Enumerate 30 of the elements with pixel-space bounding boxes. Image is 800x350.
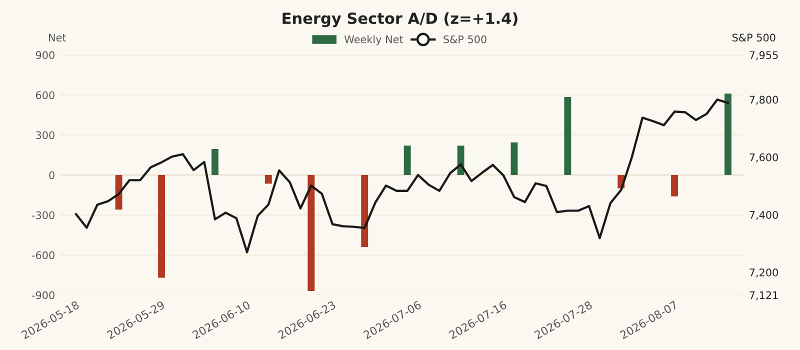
bar — [361, 175, 368, 248]
y-tick-label: 0 — [49, 171, 54, 180]
y-tick-label: 300 — [36, 131, 54, 140]
legend-label: Weekly Net — [344, 35, 404, 46]
bar — [264, 175, 272, 184]
y-tick-label: 600 — [36, 91, 54, 100]
y2-tick-label: 7,800 — [750, 96, 778, 105]
y-axis-title: Net — [49, 34, 66, 42]
y2-axis-title: S&P 500 — [732, 34, 776, 42]
y2-tick-label: 7,955 — [750, 51, 778, 60]
bar — [211, 148, 218, 175]
bar — [724, 94, 732, 175]
y-tick-label: -300 — [32, 211, 54, 220]
y-tick-label: 900 — [36, 51, 54, 60]
line-series — [74, 98, 730, 254]
y-tick-label: -600 — [32, 251, 54, 260]
bar — [510, 142, 518, 175]
bar — [564, 96, 572, 175]
bar — [308, 175, 315, 292]
y-tick-label: -900 — [32, 291, 54, 300]
y2-tick-label: 7,400 — [750, 210, 778, 220]
y2-tick-label: 7,200 — [750, 268, 778, 278]
bar — [404, 146, 411, 175]
chart-title: Energy Sector A/D (z=+1.4) — [282, 12, 518, 28]
bar — [158, 175, 166, 278]
legend-label: S&P 500 — [444, 35, 486, 44]
y2-tick-label: 7,600 — [750, 153, 778, 162]
bar — [115, 175, 122, 210]
y2-tick-label: 7,121 — [750, 291, 778, 300]
bar — [671, 175, 678, 196]
